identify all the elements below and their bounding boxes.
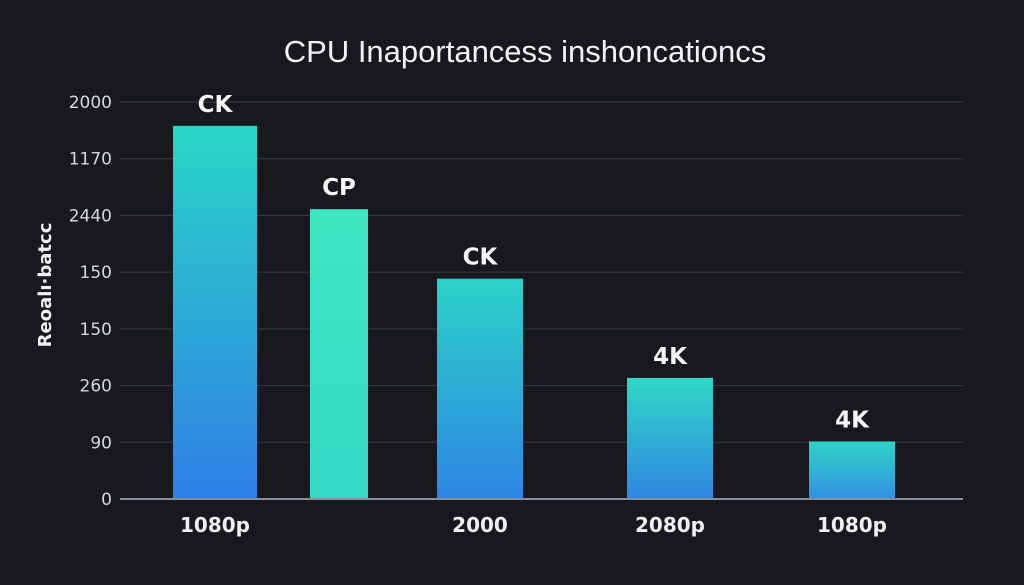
y-tick-label: 2440 [69, 206, 112, 226]
x-tick-label: 1080p [180, 513, 250, 537]
y-axis-ticks: 0 90 260 150 150 2440 1170 2000 [69, 93, 112, 510]
y-tick-label: 0 [101, 490, 112, 510]
y-tick-label: 150 [80, 320, 112, 340]
y-tick-label: 150 [80, 263, 112, 283]
bar [437, 278, 523, 499]
x-tick-label: 2080p [635, 513, 705, 537]
bar [173, 125, 257, 499]
bar-labels: CK CP CK 4K 4K [198, 92, 870, 434]
bar-data-label: 4K [835, 407, 870, 433]
bars [173, 125, 895, 499]
bar [310, 209, 368, 499]
y-axis-label: Reoalı·batcc [35, 223, 56, 348]
bar-data-label: CP [322, 175, 356, 201]
gridlines [120, 101, 963, 443]
y-tick-label: 2000 [69, 93, 112, 113]
y-tick-label: 1170 [69, 150, 112, 170]
x-tick-label: 2000 [452, 513, 508, 537]
chart-title: CPU Inaportancess inshoncationcs [284, 34, 766, 69]
x-tick-label: 1080p [817, 513, 887, 537]
bar-data-label: 4K [653, 344, 688, 370]
bar [809, 441, 895, 499]
bar-data-label: CK [463, 245, 499, 271]
x-axis-ticks: 1080p 2000 2080p 1080p [180, 513, 887, 537]
bar-data-label: CK [198, 92, 234, 118]
y-tick-label: 260 [80, 377, 112, 397]
y-tick-label: 90 [90, 433, 112, 453]
bar [627, 377, 713, 499]
